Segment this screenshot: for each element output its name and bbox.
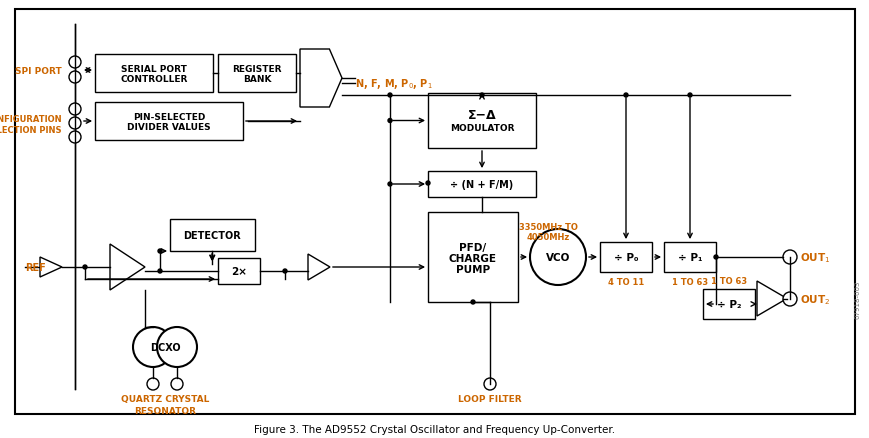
Bar [218,55,295,93]
Text: ÷ P₀: ÷ P₀ [613,252,638,262]
Text: QUARTZ CRYSTAL: QUARTZ CRYSTAL [121,395,209,403]
Circle shape [69,57,81,69]
Circle shape [426,182,429,186]
Bar [95,55,213,93]
Bar [218,258,260,284]
Text: DIVIDER VALUES: DIVIDER VALUES [127,123,210,132]
Circle shape [147,378,159,390]
Circle shape [171,378,182,390]
Polygon shape [756,281,786,316]
Text: RESONATOR: RESONATOR [134,406,196,416]
Circle shape [388,94,392,98]
Circle shape [133,327,173,367]
Bar [663,243,715,272]
Text: CONTROLLER: CONTROLLER [120,75,188,84]
Text: 1 TO 63: 1 TO 63 [671,278,707,287]
Text: Σ−Δ: Σ−Δ [468,109,495,122]
Text: SELECTION PINS: SELECTION PINS [0,126,62,135]
Text: 4050MHz: 4050MHz [526,233,569,242]
Circle shape [782,292,796,306]
Text: REGISTER: REGISTER [232,65,282,74]
Circle shape [158,269,162,273]
Polygon shape [300,50,342,108]
Text: SPI PORT: SPI PORT [16,67,62,76]
Text: Figure 3. The AD9552 Crystal Oscillator and Frequency Up-Converter.: Figure 3. The AD9552 Crystal Oscillator … [254,424,615,434]
Bar [428,172,535,198]
Circle shape [687,94,691,98]
Circle shape [83,265,87,269]
Circle shape [158,249,162,254]
Text: REF: REF [25,262,46,272]
Bar [600,243,651,272]
Text: OUT$_1$: OUT$_1$ [799,251,829,264]
Circle shape [69,72,81,84]
Circle shape [782,251,796,265]
Text: PIN-SELECTED: PIN-SELECTED [133,113,205,122]
Bar [428,212,517,302]
Text: DCXO: DCXO [149,342,180,352]
Text: N, F, M, P$_0$, P$_1$: N, F, M, P$_0$, P$_1$ [355,77,432,91]
Bar [95,103,242,141]
Text: 4 TO 11: 4 TO 11 [607,278,643,287]
Text: 1 TO 63: 1 TO 63 [710,277,746,286]
Text: ÷ P₂: ÷ P₂ [716,299,740,309]
Text: 3350MHz TO: 3350MHz TO [518,223,577,232]
Text: 07918-003: 07918-003 [854,280,860,318]
Text: BANK: BANK [242,75,271,84]
Text: CONFIGURATION: CONFIGURATION [0,115,62,124]
Text: PUMP: PUMP [455,265,489,274]
Text: VCO: VCO [545,252,569,262]
Polygon shape [40,258,62,277]
Circle shape [69,118,81,130]
Circle shape [388,183,392,187]
Text: MODULATOR: MODULATOR [449,124,514,133]
Text: PFD/: PFD/ [459,243,486,252]
Polygon shape [308,254,329,280]
Circle shape [713,255,717,259]
Circle shape [282,269,287,273]
Text: LOOP FILTER: LOOP FILTER [458,395,521,403]
Text: DETECTOR: DETECTOR [183,230,241,240]
Circle shape [470,300,474,304]
Circle shape [69,132,81,144]
Circle shape [156,327,196,367]
Text: CHARGE: CHARGE [448,254,496,263]
Text: SERIAL PORT: SERIAL PORT [121,65,187,74]
Bar [702,290,754,319]
Circle shape [623,94,627,98]
Circle shape [69,104,81,116]
Circle shape [480,94,483,98]
Bar [169,219,255,251]
Circle shape [388,119,392,123]
Text: ÷ P₁: ÷ P₁ [677,252,701,262]
Circle shape [483,378,495,390]
Bar [428,94,535,148]
Text: ÷ (N + F/M): ÷ (N + F/M) [450,180,513,190]
Circle shape [529,230,586,285]
Text: OUT$_2$: OUT$_2$ [799,293,829,306]
Polygon shape [109,244,145,290]
Text: 2×: 2× [231,266,247,276]
